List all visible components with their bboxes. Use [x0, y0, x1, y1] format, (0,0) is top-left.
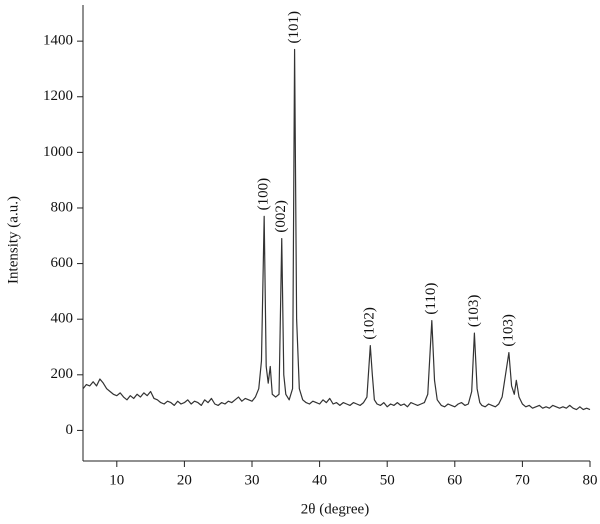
peak-label: (102): [362, 307, 378, 340]
peak-label: (101): [286, 11, 302, 44]
peak-label: (110): [423, 283, 439, 315]
peak-label: (002): [273, 200, 289, 233]
y-tick-label: 0: [66, 422, 74, 438]
x-axis-label: 2θ (degree): [301, 501, 369, 517]
y-tick-label: 800: [51, 199, 74, 215]
x-tick-label: 70: [515, 472, 530, 488]
pattern-line: [82, 48, 591, 411]
y-axis-label: Intensity (a.u.): [5, 196, 21, 284]
x-tick-label: 80: [583, 472, 598, 488]
x-tick-label: 50: [380, 472, 395, 488]
x-tick-label: 60: [447, 472, 462, 488]
y-tick-label: 1200: [43, 88, 73, 104]
peak-label: (103): [500, 314, 516, 347]
y-tick-label: 400: [51, 311, 74, 327]
x-tick-label: 30: [245, 472, 260, 488]
y-tick-label: 1000: [43, 144, 73, 160]
y-tick-label: 200: [51, 366, 74, 382]
y-tick-label: 1400: [43, 33, 73, 49]
x-tick-label: 40: [312, 472, 327, 488]
x-tick-label: 20: [177, 472, 192, 488]
peak-label: (103): [466, 295, 482, 328]
x-tick-label: 10: [109, 472, 124, 488]
y-tick-label: 600: [51, 255, 74, 271]
peak-label: (100): [256, 178, 272, 211]
